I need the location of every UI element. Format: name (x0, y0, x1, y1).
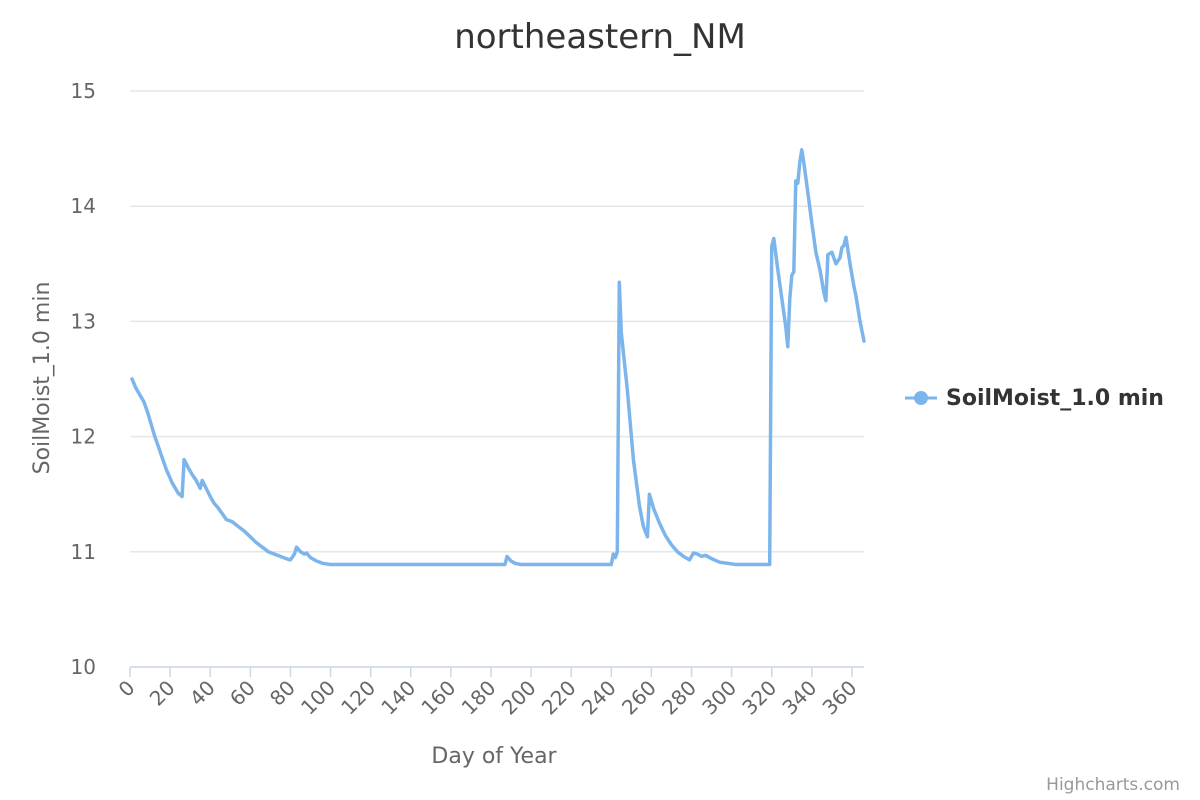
series-layer (130, 148, 866, 567)
x-tick-label: 40 (185, 676, 220, 711)
gridlines (130, 90, 864, 553)
x-tick-label: 20 (145, 676, 180, 711)
x-tick-label: 340 (777, 676, 821, 720)
y-tick-label: 13 (71, 309, 96, 333)
x-axis-title: Day of Year (431, 744, 557, 769)
x-tick-label: 120 (336, 676, 380, 720)
y-tick-label: 10 (71, 655, 96, 679)
x-tick-label: 240 (577, 676, 621, 720)
x-tick-label: 200 (497, 676, 541, 720)
x-tick-label: 220 (537, 676, 581, 720)
y-tick-label: 12 (71, 425, 96, 449)
series-line-0[interactable] (130, 148, 866, 567)
x-tick-label: 140 (376, 676, 420, 720)
y-axis-title: SoilMoist_1.0 min (30, 282, 55, 475)
x-tick-label: 60 (225, 676, 260, 711)
y-tick-label: 11 (71, 540, 96, 564)
credits-link[interactable]: Highcharts.com (1046, 775, 1180, 795)
x-tick-label: 300 (697, 676, 741, 720)
x-tick-label: 260 (617, 676, 661, 720)
x-tick-label: 0 (114, 676, 140, 702)
y-axis-ticks: 10 11 12 13 14 15 (71, 79, 96, 679)
legend[interactable]: SoilMoist_1.0 min (905, 386, 1164, 411)
chart-title: northeastern_NM (454, 17, 746, 57)
legend-marker-icon (914, 391, 928, 405)
x-tick-label: 180 (457, 676, 501, 720)
x-tick-label: 160 (416, 676, 460, 720)
y-tick-label: 14 (71, 194, 96, 218)
y-tick-label: 15 (71, 79, 96, 103)
x-tick-label: 100 (296, 676, 340, 720)
x-axis: 0 20 40 60 801001201401601802002202402602803… (114, 666, 864, 720)
x-tick-label: 320 (737, 676, 781, 720)
x-tick-label: 280 (657, 676, 701, 720)
x-tick-label: 360 (818, 676, 862, 720)
x-tick-label: 80 (265, 676, 300, 711)
legend-item-label[interactable]: SoilMoist_1.0 min (946, 386, 1164, 411)
